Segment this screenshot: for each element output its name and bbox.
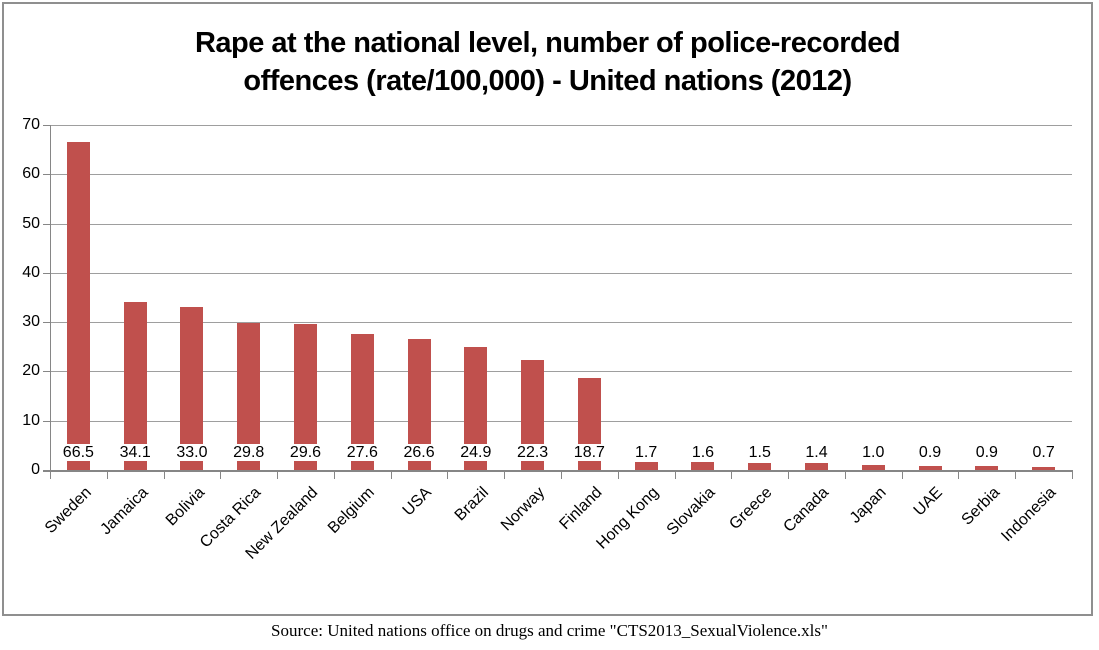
data-label-usa: 26.6 — [400, 444, 438, 461]
y-axis-tick-label-0: 0 — [31, 461, 40, 478]
x-axis-tick — [447, 470, 448, 479]
source-note: Source: United nations office on drugs a… — [271, 621, 828, 640]
x-axis-tick — [391, 470, 392, 479]
bar-usa — [408, 339, 431, 470]
bar-indonesia — [1032, 467, 1055, 470]
x-axis-tick — [504, 470, 505, 479]
x-axis-tick — [902, 470, 903, 479]
y-axis-tick-label-60: 60 — [22, 165, 40, 183]
bar-bolivia — [180, 307, 203, 470]
gridline-40 — [50, 272, 1072, 274]
y-axis-tick-label-50: 50 — [22, 214, 40, 232]
chart-title-line2: offences (rate/100,000) - United nations… — [243, 65, 852, 97]
data-label-indonesia: 0.7 — [1029, 444, 1058, 461]
y-axis-tick-10 — [43, 420, 50, 422]
data-label-brazil: 24.9 — [457, 444, 495, 461]
data-label-sweden: 66.5 — [59, 444, 97, 461]
bar-japan — [862, 465, 885, 470]
data-label-new-zealand: 29.6 — [286, 444, 325, 461]
x-axis-tick — [958, 470, 959, 479]
data-label-norway: 22.3 — [514, 444, 552, 461]
x-axis-tick — [1072, 470, 1073, 479]
bar-belgium — [351, 334, 374, 470]
y-axis-tick-40 — [43, 272, 50, 274]
bar-hong-kong — [635, 462, 658, 470]
data-label-japan: 1.0 — [859, 444, 888, 461]
y-axis-tick-30 — [43, 322, 50, 324]
x-axis-tick — [561, 470, 562, 479]
x-axis-tick — [788, 470, 789, 479]
x-axis-label-indonesia: Indonesia — [828, 484, 1060, 545]
y-axis-tick-label-70: 70 — [22, 116, 40, 133]
bar-uae — [919, 466, 942, 470]
data-label-canada: 1.4 — [802, 444, 831, 461]
bar-canada — [805, 463, 828, 470]
bar-brazil — [464, 347, 487, 470]
gridline-20 — [50, 371, 1072, 373]
bar-costa-rica — [237, 323, 260, 470]
chart-frame: Rape at the national level, number of po… — [2, 2, 1093, 616]
bar-slovakia — [691, 462, 714, 470]
y-axis-tick-label-30: 30 — [22, 313, 40, 331]
bar-greece — [748, 463, 771, 470]
y-axis-tick-70 — [43, 125, 50, 126]
data-label-slovakia: 1.6 — [688, 444, 718, 461]
bar-norway — [521, 360, 544, 470]
gridline-50 — [50, 223, 1072, 225]
x-axis-tick — [334, 470, 335, 479]
data-label-uae: 0.9 — [915, 444, 945, 461]
y-axis-tick-label-40: 40 — [22, 263, 40, 281]
y-axis-tick-label-20: 20 — [22, 362, 40, 380]
x-axis-tick — [277, 470, 278, 479]
bar-serbia — [975, 466, 998, 470]
y-axis-tick-label-10: 10 — [22, 411, 40, 429]
data-label-greece: 1.5 — [745, 444, 774, 461]
y-axis-line — [50, 125, 51, 470]
data-label-belgium: 27.6 — [343, 444, 381, 461]
bar-sweden — [67, 142, 90, 470]
x-axis-tick — [618, 470, 619, 479]
x-axis-line — [43, 470, 1072, 472]
x-axis-tick — [675, 470, 676, 479]
x-axis-tick — [731, 470, 732, 479]
chart-title: Rape at the national level, number of po… — [4, 24, 1091, 100]
x-axis-tick — [164, 470, 165, 479]
gridline-60 — [50, 174, 1072, 176]
x-axis-tick — [107, 470, 108, 479]
data-label-serbia: 0.9 — [972, 444, 1001, 461]
y-axis-tick-50 — [43, 223, 50, 225]
data-label-costa-rica: 29.8 — [230, 444, 268, 461]
data-label-jamaica: 34.1 — [116, 444, 154, 461]
x-axis-tick — [50, 470, 51, 479]
chart-title-line1: Rape at the national level, number of po… — [194, 27, 901, 59]
y-axis-tick-20 — [43, 371, 50, 373]
gridline-10 — [50, 420, 1072, 422]
x-axis-tick — [1015, 470, 1016, 479]
y-axis-tick-60 — [43, 174, 50, 176]
bar-new-zealand — [294, 324, 317, 470]
gridline-30 — [50, 322, 1072, 324]
bar-jamaica — [124, 302, 147, 470]
data-label-finland: 18.7 — [570, 444, 608, 461]
x-axis-tick — [220, 470, 221, 479]
x-axis-tick — [845, 470, 846, 479]
data-label-bolivia: 33.0 — [173, 444, 211, 461]
data-label-hong-kong: 1.7 — [632, 444, 661, 461]
x-axis-label-text: Indonesia — [998, 484, 1060, 546]
gridline-70 — [50, 125, 1072, 126]
